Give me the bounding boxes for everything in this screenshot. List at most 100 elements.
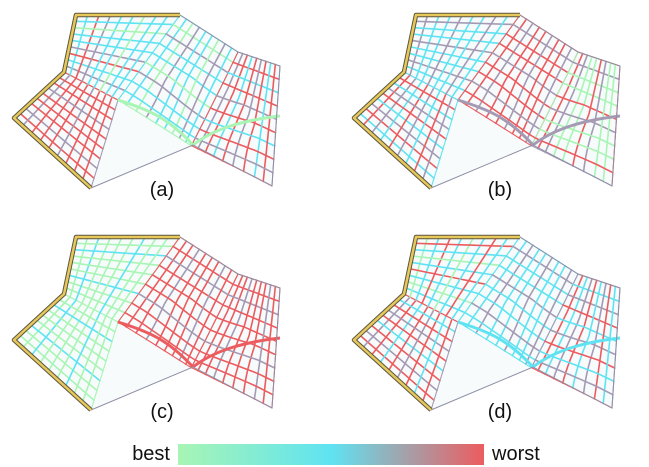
mesh-line — [38, 80, 83, 143]
mesh-line — [475, 244, 534, 334]
mesh-line — [131, 80, 201, 130]
mesh-line — [386, 86, 450, 131]
mesh-line — [64, 64, 126, 92]
mesh-line — [81, 14, 112, 83]
mesh-line — [69, 39, 154, 54]
mesh-line — [221, 57, 258, 162]
mesh-line — [572, 280, 603, 389]
mesh-line — [430, 99, 459, 189]
panel-label-b: (b) — [488, 179, 512, 201]
mesh-line — [403, 293, 459, 323]
mesh-line — [403, 71, 459, 101]
color-legend: best worst — [132, 443, 540, 465]
mesh-line — [52, 303, 113, 343]
legend-best-label: best — [132, 443, 170, 465]
mesh-line — [439, 236, 487, 314]
mesh-line — [404, 286, 466, 314]
mesh-line — [68, 267, 147, 286]
mesh-line — [178, 42, 226, 139]
mesh-line — [378, 302, 423, 365]
mesh-line — [395, 308, 435, 380]
mesh-line — [534, 359, 614, 396]
mesh-line — [361, 296, 411, 349]
mesh-line — [93, 236, 135, 311]
mesh-line — [602, 285, 617, 405]
mesh-line — [137, 70, 206, 120]
mesh-line — [131, 302, 201, 352]
mesh-line — [364, 329, 438, 392]
mesh-line — [451, 236, 510, 320]
mesh-line — [524, 269, 573, 365]
mesh-line — [433, 236, 475, 311]
mesh-line — [262, 285, 277, 405]
mesh-line — [90, 99, 119, 189]
mesh-line — [73, 20, 174, 26]
mesh-line — [64, 311, 101, 388]
mesh-line — [69, 236, 89, 298]
mesh-line — [65, 280, 133, 304]
mesh-line — [71, 255, 161, 267]
mesh-line — [212, 55, 253, 158]
mesh-line — [361, 74, 411, 127]
mesh-line — [212, 277, 253, 380]
mesh-line — [40, 91, 107, 140]
mesh-line — [412, 248, 507, 257]
mesh-line — [380, 313, 447, 362]
mesh-line — [262, 63, 277, 183]
mesh-line — [46, 308, 110, 353]
mesh-line — [24, 107, 98, 170]
boundary-edge — [12, 13, 180, 189]
mesh-line — [392, 81, 453, 121]
mesh-line — [227, 71, 280, 94]
mesh-line — [484, 283, 552, 331]
mesh-line — [81, 96, 113, 181]
mesh-line — [503, 34, 553, 130]
mesh-line — [29, 101, 101, 160]
mesh-line — [209, 107, 277, 134]
mesh-line — [158, 42, 224, 84]
mesh-line — [215, 94, 278, 121]
mesh-line — [397, 298, 456, 333]
mesh-line — [387, 305, 429, 372]
mesh-line — [194, 137, 274, 174]
mesh-line — [503, 256, 553, 352]
mesh-line — [68, 45, 147, 64]
mesh-line — [427, 236, 463, 308]
mesh-line — [117, 99, 192, 147]
mesh-line — [73, 93, 107, 174]
mesh-line — [561, 279, 598, 384]
mesh-line — [378, 80, 423, 143]
mesh-line — [562, 304, 619, 329]
mesh-line — [471, 80, 541, 130]
legend-gradient-bar — [178, 444, 484, 465]
mesh-line — [498, 264, 564, 306]
mesh-line — [530, 273, 579, 369]
mesh-line — [75, 236, 100, 301]
mesh-line — [204, 276, 249, 376]
mesh-line — [242, 60, 267, 173]
mesh-line — [439, 14, 487, 92]
boundary-edge — [352, 13, 520, 189]
mesh-line — [375, 96, 444, 150]
mesh-line — [498, 42, 564, 84]
mesh-line — [57, 298, 116, 333]
mesh-line — [117, 236, 181, 323]
mesh-line — [93, 14, 135, 89]
mesh-line — [358, 334, 435, 401]
mesh-line — [413, 315, 447, 396]
mesh-line — [165, 255, 229, 296]
mesh-line — [430, 321, 459, 411]
mesh-line — [413, 20, 514, 26]
mesh-line — [46, 86, 110, 131]
mesh-line — [184, 47, 233, 143]
mesh-line — [409, 39, 494, 54]
mesh-line — [232, 61, 280, 81]
panel-label-c: (c) — [150, 401, 173, 423]
mesh-line — [409, 236, 429, 298]
mesh-line — [411, 255, 501, 267]
mesh-line — [491, 51, 558, 97]
mesh-line — [544, 276, 589, 376]
mesh-line — [99, 236, 147, 314]
mesh-domain — [354, 15, 620, 188]
